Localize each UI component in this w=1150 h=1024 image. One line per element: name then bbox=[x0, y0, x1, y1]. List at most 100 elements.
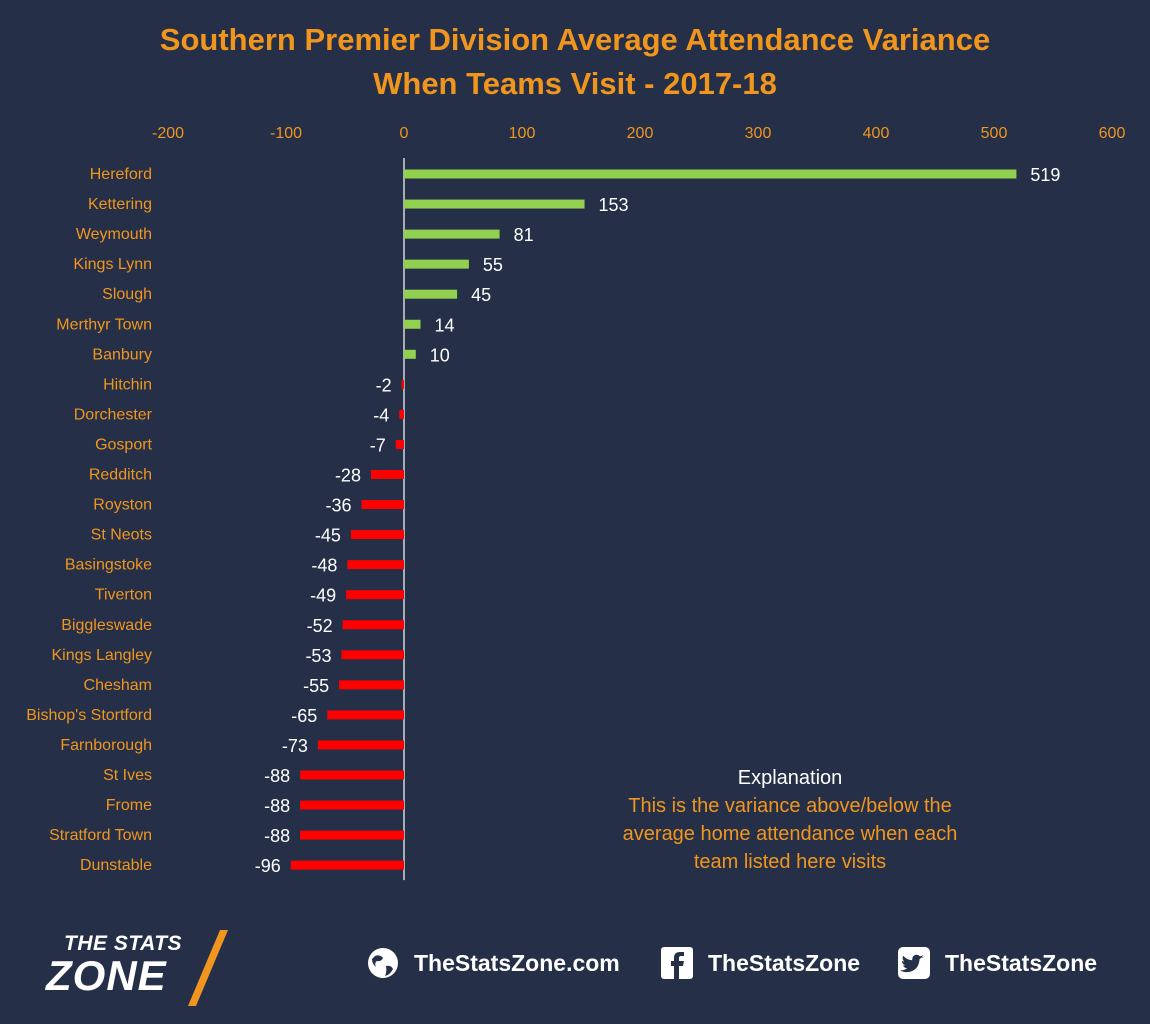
data-label: -65 bbox=[291, 706, 317, 726]
data-label: -96 bbox=[255, 856, 281, 876]
category-label: Farnborough bbox=[60, 737, 152, 754]
data-label: -52 bbox=[307, 616, 333, 636]
category-label: Merthyr Town bbox=[56, 316, 152, 333]
category-label: Bishop's Stortford bbox=[26, 707, 152, 724]
facebook-icon bbox=[661, 947, 693, 979]
category-label: Basingstoke bbox=[65, 557, 152, 574]
twitter-text: TheStatsZone bbox=[945, 949, 1098, 976]
bar bbox=[341, 650, 404, 660]
data-label: -49 bbox=[310, 586, 336, 606]
category-label: St Neots bbox=[91, 527, 152, 544]
title-line-1: Southern Premier Division Average Attend… bbox=[159, 22, 991, 57]
category-label: St Ives bbox=[103, 767, 152, 784]
bar bbox=[300, 770, 404, 780]
bar bbox=[395, 439, 404, 449]
data-label: 10 bbox=[430, 345, 450, 365]
bar bbox=[399, 409, 404, 419]
x-tick-label: 200 bbox=[627, 125, 654, 142]
explanation-line-3: team listed here visits bbox=[693, 851, 887, 873]
bar bbox=[401, 379, 404, 389]
bar bbox=[342, 620, 404, 630]
website-text: TheStatsZone.com bbox=[414, 949, 620, 976]
data-label: -55 bbox=[303, 676, 329, 696]
bar bbox=[404, 319, 421, 329]
bar bbox=[300, 830, 404, 840]
globe-icon bbox=[368, 948, 398, 978]
website-link[interactable]: TheStatsZone.com bbox=[366, 946, 620, 980]
data-label: -88 bbox=[264, 826, 290, 846]
explanation-line-1: This is the variance above/below the bbox=[628, 795, 952, 817]
stats-zone-logo: THE STATS ZONE bbox=[44, 928, 244, 1006]
category-label: Tiverton bbox=[95, 587, 152, 604]
category-label: Weymouth bbox=[76, 226, 152, 243]
category-label: Hitchin bbox=[103, 376, 152, 393]
explanation-heading: Explanation bbox=[737, 767, 843, 789]
data-label: -73 bbox=[282, 736, 308, 756]
x-tick-label: 300 bbox=[745, 125, 772, 142]
category-label: Kettering bbox=[88, 196, 152, 213]
bar bbox=[300, 800, 404, 810]
bar bbox=[404, 169, 1017, 179]
data-label: 519 bbox=[1030, 165, 1060, 185]
bar bbox=[370, 470, 404, 479]
data-label: 153 bbox=[599, 195, 629, 215]
data-label: -45 bbox=[315, 526, 341, 546]
logo-text-top: THE STATS bbox=[64, 932, 183, 955]
footer: THE STATS ZONE TheStatsZone.com TheStats… bbox=[0, 920, 1150, 1010]
bar bbox=[404, 349, 416, 359]
category-label: Redditch bbox=[89, 467, 152, 484]
logo-text-bottom: ZONE bbox=[46, 952, 167, 999]
x-tick-label: -200 bbox=[152, 125, 184, 142]
category-label: Frome bbox=[106, 797, 152, 814]
category-label: Chesham bbox=[84, 677, 152, 694]
x-tick-label: 400 bbox=[863, 125, 890, 142]
bar bbox=[347, 560, 404, 570]
category-label: Royston bbox=[93, 497, 152, 514]
category-label: Kings Langley bbox=[51, 647, 152, 664]
data-label: -88 bbox=[264, 766, 290, 786]
twitter-icon bbox=[898, 947, 930, 979]
bar bbox=[350, 530, 404, 540]
category-label: Kings Lynn bbox=[73, 256, 152, 273]
bar bbox=[317, 740, 404, 750]
bar bbox=[290, 860, 404, 870]
bar bbox=[346, 590, 404, 600]
facebook-link[interactable]: TheStatsZone bbox=[660, 946, 860, 980]
x-tick-label: 500 bbox=[981, 125, 1008, 142]
data-label: -2 bbox=[376, 375, 392, 395]
category-label: Dorchester bbox=[74, 406, 153, 423]
x-tick-label: -100 bbox=[270, 125, 302, 142]
category-label: Biggleswade bbox=[61, 617, 152, 634]
category-label: Stratford Town bbox=[49, 827, 152, 844]
x-tick-label: 600 bbox=[1099, 125, 1126, 142]
chart-title: Southern Premier Division Average Attend… bbox=[0, 18, 1150, 106]
category-label: Banbury bbox=[92, 346, 152, 363]
data-label: -7 bbox=[370, 435, 386, 455]
data-label: -48 bbox=[311, 556, 337, 576]
explanation-box: Explanation This is the variance above/b… bbox=[590, 764, 990, 876]
data-label: 55 bbox=[483, 255, 503, 275]
x-tick-label: 100 bbox=[509, 125, 536, 142]
title-line-2: When Teams Visit - 2017-18 bbox=[373, 66, 777, 101]
bar bbox=[404, 259, 469, 269]
bar-chart: -200 -100 0 100 200 300 400 500 600 Hereford 519 Ke… bbox=[26, 125, 1126, 881]
category-label: Slough bbox=[102, 286, 152, 303]
facebook-text: TheStatsZone bbox=[708, 949, 861, 976]
data-label: -28 bbox=[335, 466, 361, 486]
category-label: Gosport bbox=[95, 436, 152, 453]
bar bbox=[361, 500, 404, 510]
data-label: 14 bbox=[435, 315, 455, 335]
logo-slash-icon bbox=[188, 930, 228, 1006]
bar bbox=[404, 229, 500, 239]
data-label: 45 bbox=[471, 285, 491, 305]
explanation-line-2: average home attendance when each bbox=[622, 823, 958, 845]
data-label: -53 bbox=[305, 646, 331, 666]
data-label: -88 bbox=[264, 796, 290, 816]
bar bbox=[404, 199, 585, 209]
bar bbox=[404, 289, 458, 299]
data-label: -36 bbox=[326, 496, 352, 516]
category-label: Dunstable bbox=[80, 857, 152, 874]
category-label: Hereford bbox=[90, 166, 152, 183]
data-label: 81 bbox=[514, 225, 534, 245]
twitter-link[interactable]: TheStatsZone bbox=[897, 946, 1097, 980]
